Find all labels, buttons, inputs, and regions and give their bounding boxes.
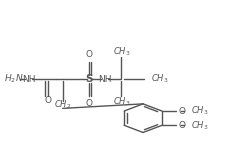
Text: S: S xyxy=(85,74,93,84)
Text: $CH_2$: $CH_2$ xyxy=(54,98,71,111)
Text: O: O xyxy=(179,107,186,116)
Text: $CH_3$: $CH_3$ xyxy=(191,119,208,132)
Text: $CH_3$: $CH_3$ xyxy=(151,73,169,85)
Text: $CH_3$: $CH_3$ xyxy=(112,46,130,58)
Text: $CH_3$: $CH_3$ xyxy=(191,105,208,117)
Text: NH: NH xyxy=(22,74,35,83)
Text: $CH_3$: $CH_3$ xyxy=(112,95,130,108)
Text: $H_2N$: $H_2N$ xyxy=(3,73,23,85)
Text: NH: NH xyxy=(98,74,111,83)
Text: O: O xyxy=(86,99,93,108)
Text: O: O xyxy=(179,121,186,130)
Text: O: O xyxy=(86,50,93,59)
Text: O: O xyxy=(44,96,51,105)
